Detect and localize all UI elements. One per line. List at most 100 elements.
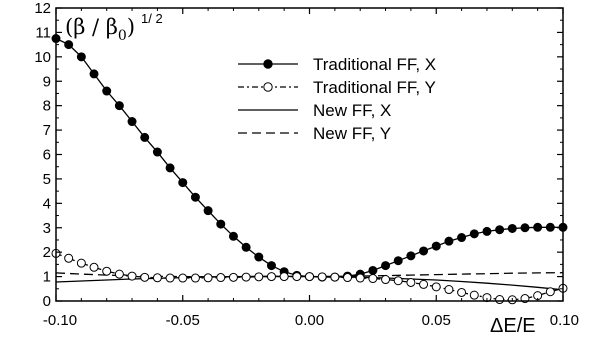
series-2-point	[457, 287, 467, 297]
series-2-point	[64, 253, 74, 263]
y-tick-label: 12	[34, 0, 51, 17]
series-1-point	[381, 261, 391, 271]
series-1-point	[102, 86, 112, 96]
x-tick-label: 0.10	[550, 312, 579, 329]
series-2-point	[76, 258, 86, 268]
series-2-point	[419, 279, 429, 289]
series-1-point	[76, 52, 86, 62]
series-2-point	[495, 295, 505, 305]
series-1-point	[482, 226, 492, 236]
series-2-point	[203, 273, 213, 283]
y-tick-label: 8	[43, 98, 51, 115]
series-2-point	[317, 272, 327, 282]
series-2-point	[178, 273, 188, 283]
series-2-point	[343, 273, 353, 283]
x-tick-label: -0.05	[166, 312, 200, 329]
series-1-point	[216, 219, 226, 229]
series-1-point	[507, 223, 517, 233]
series-1-point	[444, 236, 454, 246]
series-2-point	[355, 273, 365, 283]
legend-marker-2	[263, 82, 273, 92]
legend-label-2: Traditional FF, Y	[313, 78, 436, 97]
series-2-point	[228, 272, 238, 282]
series-2-point	[406, 277, 416, 287]
y-axis-label: (β / β0) 1/ 2	[65, 11, 163, 44]
series-1-point	[393, 256, 403, 266]
series-2-point	[469, 290, 479, 300]
series-2-point	[102, 266, 112, 276]
series-1-point	[178, 178, 188, 188]
series-1-point	[520, 223, 530, 233]
y-axis-label-sub: 0	[118, 28, 127, 44]
series-2-point	[444, 285, 454, 295]
series-2-point	[305, 272, 314, 282]
series-1-point	[533, 222, 543, 232]
series-2-point	[89, 262, 99, 272]
x-tick-label: -0.10	[43, 312, 77, 329]
series-2-point	[165, 273, 175, 283]
series-2-point	[545, 287, 555, 297]
series-1-point	[165, 163, 175, 173]
series-1-point	[469, 229, 479, 239]
y-tick-label: 9	[43, 73, 51, 90]
series-1-point	[228, 231, 238, 241]
series-1-point	[431, 241, 441, 251]
y-tick-label: 0	[43, 293, 51, 310]
series-1-point	[114, 101, 124, 111]
x-tick-label: 0.05	[422, 312, 451, 329]
series-1-point	[152, 147, 162, 157]
series-1-point	[406, 251, 416, 261]
series-2-point	[266, 272, 276, 282]
series-1-point	[266, 261, 276, 271]
series-1-point	[241, 242, 251, 252]
legend-label-4: New FF, Y	[313, 124, 391, 143]
series-1-point	[495, 225, 505, 235]
series-2-point	[368, 274, 378, 284]
y-axis-label-sup: 1/ 2	[141, 11, 163, 26]
series-1-point	[457, 233, 467, 243]
series-1-point	[254, 252, 264, 262]
legend-label-1: Traditional FF, X	[313, 55, 436, 74]
x-tick-label: 0.00	[295, 312, 324, 329]
y-tick-label: 11	[35, 24, 51, 41]
series-2-point	[152, 273, 162, 283]
legend-marker-1	[263, 59, 273, 69]
series-1-point	[190, 192, 200, 202]
series-1-point	[203, 206, 213, 216]
y-tick-label: 1	[43, 269, 51, 286]
y-tick-label: 5	[43, 171, 51, 188]
legend: Traditional FF, X Traditional FF, Y New FF…	[238, 55, 436, 143]
y-axis-label-main: (β / β	[65, 15, 118, 39]
series-2-point	[381, 275, 391, 285]
series-2-point	[127, 271, 137, 281]
series-2-point	[140, 272, 150, 282]
y-tick-label: 2	[43, 244, 51, 261]
series-2-point	[431, 282, 441, 292]
y-tick-label: 7	[43, 122, 51, 139]
series-2-point	[216, 273, 226, 283]
y-tick-label: 6	[43, 147, 51, 164]
series-line-1	[56, 37, 563, 278]
series-2-point	[114, 269, 124, 279]
series-2-point	[393, 276, 403, 286]
y-tick-label: 10	[34, 49, 51, 66]
series-1-point	[127, 117, 137, 127]
series-2-point	[279, 272, 289, 282]
series-2-point	[292, 272, 302, 282]
y-axis-label-close: )	[127, 15, 135, 39]
x-axis-label: ΔE/E	[490, 315, 536, 337]
series-1-point	[368, 265, 378, 275]
y-tick-label: 3	[43, 220, 51, 237]
series-1-point	[545, 222, 555, 232]
series-2-point	[241, 272, 251, 282]
plot-frame	[55, 7, 564, 302]
legend-label-3: New FF, X	[313, 101, 391, 120]
series-1-point	[64, 40, 74, 50]
y-tick-label: 4	[43, 195, 51, 212]
series-2-point	[330, 272, 340, 282]
series-2-point	[190, 273, 200, 283]
series-2-point	[254, 272, 264, 282]
series-1-point	[89, 69, 99, 79]
svg-text:(β / β0)1/ 2: (β / β0) 1/ 2	[65, 11, 163, 44]
